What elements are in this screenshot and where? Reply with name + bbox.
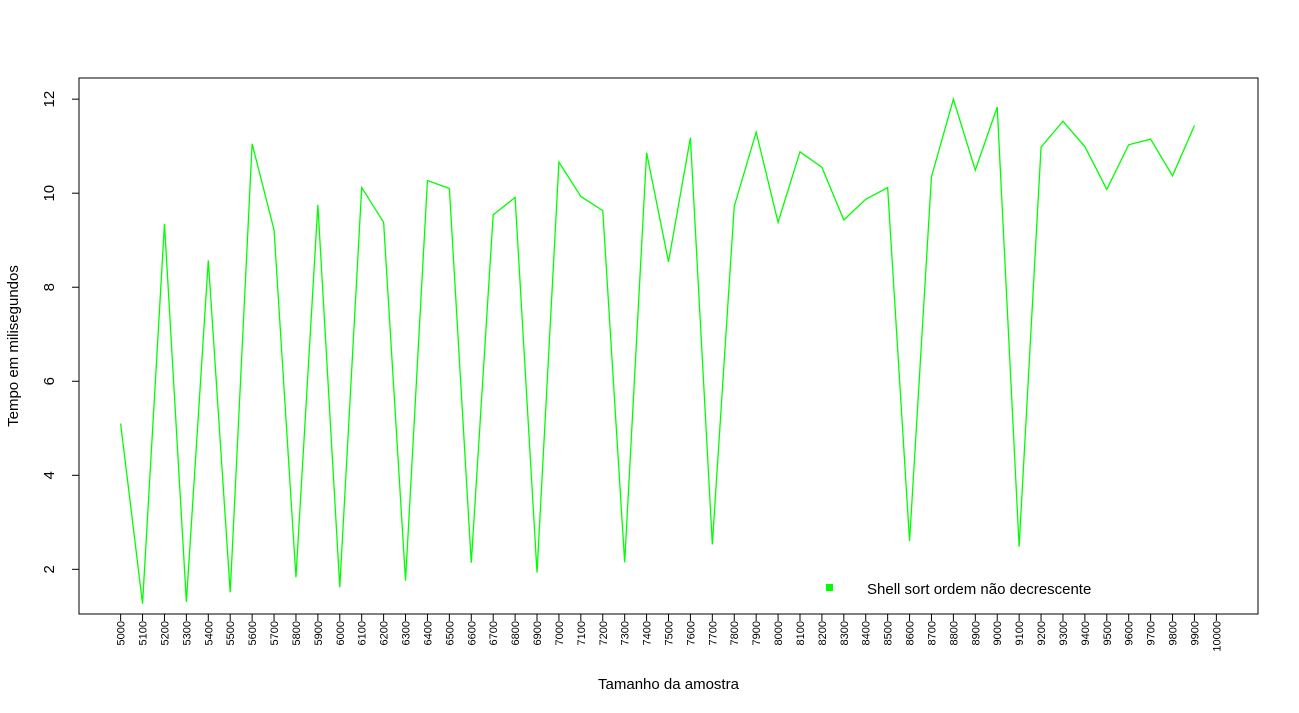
x-tick-label: 7500: [664, 621, 676, 645]
x-tick-label: 9900: [1189, 621, 1201, 645]
x-tick-label: 9100: [1014, 621, 1026, 645]
x-tick-label: 6600: [466, 621, 478, 645]
x-tick-label: 8300: [839, 621, 851, 645]
x-tick-label: 5500: [225, 621, 237, 645]
legend: Shell sort ordem não decrescente: [826, 581, 1091, 598]
x-tick-label: 8900: [970, 621, 982, 645]
x-tick-label: 6900: [532, 621, 544, 645]
x-tick-label: 7300: [620, 621, 632, 645]
x-tick-label: 8400: [861, 621, 873, 645]
x-tick-label: 5900: [313, 621, 325, 645]
x-tick-label: 9700: [1146, 621, 1158, 645]
y-tick-label: 4: [41, 471, 58, 479]
x-tick-label: 6700: [488, 621, 500, 645]
x-tick-label: 9300: [1058, 621, 1070, 645]
x-tick-label: 9500: [1102, 621, 1114, 645]
x-tick-label: 9400: [1080, 621, 1092, 645]
x-tick-label: 8600: [905, 621, 917, 645]
x-tick-label: 7400: [642, 621, 654, 645]
x-tick-label: 5800: [291, 621, 303, 645]
y-tick-label: 12: [41, 91, 58, 108]
y-axis-title: Tempo em milisegundos: [5, 265, 22, 427]
x-tick-label: 8500: [883, 621, 895, 645]
x-tick-label: 5400: [203, 621, 215, 645]
x-tick-label: 8100: [795, 621, 807, 645]
x-tick-label: 10000: [1211, 621, 1223, 652]
x-tick-label: 7100: [576, 621, 588, 645]
x-axis: 5000 5100 5200 5300 5400 5500 5600 5700 5800 5900…: [116, 613, 1223, 652]
x-tick-label: 9200: [1036, 621, 1048, 645]
x-tick-label: 6200: [379, 621, 391, 645]
x-tick-label: 6400: [422, 621, 434, 645]
x-axis-title: Tamanho da amostra: [598, 676, 740, 693]
x-tick-label: 8700: [926, 621, 938, 645]
x-tick-label: 6300: [401, 621, 413, 645]
series-line: [119, 96, 1196, 604]
y-tick-label: 2: [41, 565, 58, 573]
x-tick-label: 8000: [773, 621, 785, 645]
legend-label: Shell sort ordem não decrescente: [867, 581, 1091, 598]
x-tick-label: 6800: [510, 621, 522, 645]
x-tick-label: 7600: [685, 621, 697, 645]
x-tick-label: 9600: [1124, 621, 1136, 645]
legend-marker: [826, 584, 833, 591]
x-tick-label: 8800: [948, 621, 960, 645]
series-layer: [119, 96, 1196, 604]
x-tick-label: 6100: [357, 621, 369, 645]
x-tick-label: 5000: [116, 621, 128, 645]
y-axis: 2 4 6 8 10 12: [41, 91, 80, 574]
x-tick-label: 6500: [444, 621, 456, 645]
x-tick-label: 5200: [159, 621, 171, 645]
x-tick-label: 8200: [817, 621, 829, 645]
x-tick-label: 7800: [729, 621, 741, 645]
y-tick-label: 6: [41, 377, 58, 385]
x-tick-label: 5300: [181, 621, 193, 645]
x-tick-label: 9800: [1168, 621, 1180, 645]
x-tick-label: 5600: [247, 621, 259, 645]
x-tick-label: 5700: [269, 621, 281, 645]
x-tick-label: 7000: [554, 621, 566, 645]
x-tick-label: 7900: [751, 621, 763, 645]
y-tick-label: 8: [41, 283, 58, 291]
y-tick-label: 10: [41, 185, 58, 202]
x-tick-label: 9000: [992, 621, 1004, 645]
x-tick-label: 7700: [707, 621, 719, 645]
x-tick-label: 6000: [335, 621, 347, 645]
x-tick-label: 7200: [598, 621, 610, 645]
x-tick-label: 5100: [138, 621, 150, 645]
